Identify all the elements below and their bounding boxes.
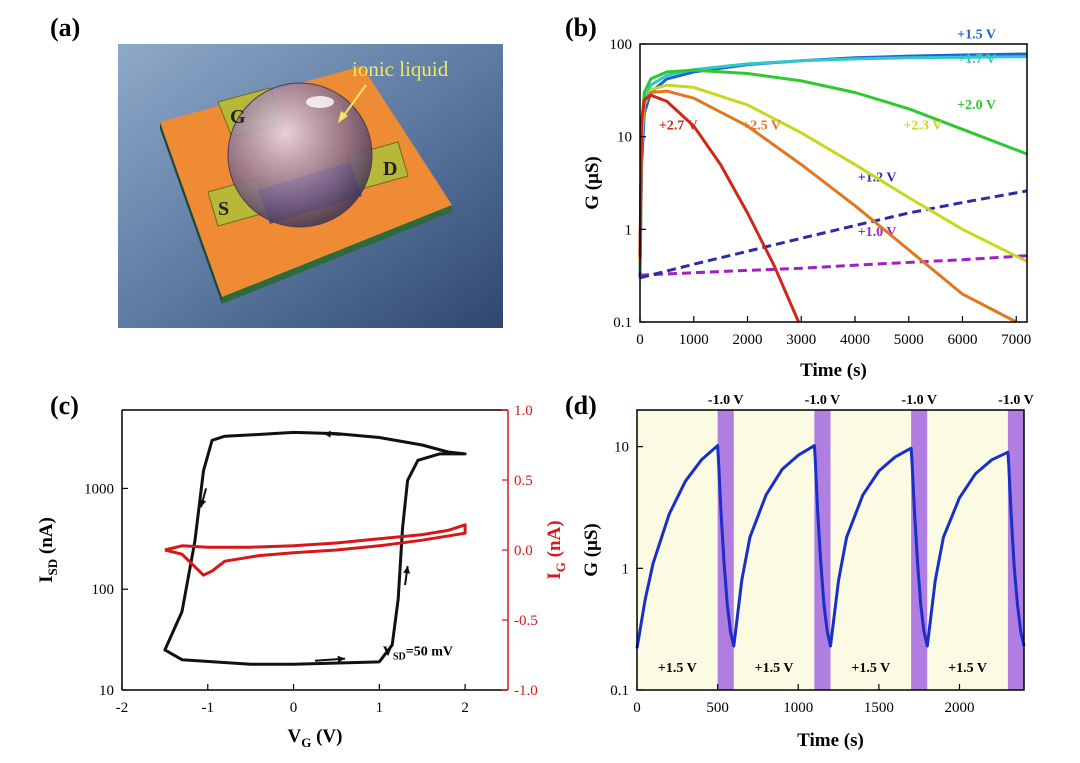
series-line-G <box>635 444 1026 649</box>
x-tick-label: 4000 <box>840 332 870 348</box>
x-tick-label: 0 <box>633 700 641 716</box>
y2-tick-label: 0.0 <box>514 543 533 559</box>
negative-pulse-band <box>1007 410 1024 690</box>
chart-d: -1.0 V +1.5 V -1.0 V +1.5 V -1.0 V +1.5 V -1.0… <box>581 393 1034 751</box>
series-label-+2.5 V: +2.5 V <box>742 118 781 133</box>
y-tick-label: 100 <box>92 582 115 598</box>
plot-frame-b <box>639 43 1028 323</box>
y2-tick-label: 1.0 <box>514 403 533 419</box>
negative-pulse-band <box>911 410 928 690</box>
x-tick-label: 2000 <box>945 700 975 716</box>
y-tick-label: 100 <box>610 37 633 53</box>
ionic-liquid-arrowhead <box>338 111 348 123</box>
x-tick-label: 1 <box>376 700 384 716</box>
ionic-liquid-label: ionic liquid <box>352 57 449 81</box>
x-tick-label: 2 <box>461 700 469 716</box>
ionic-liquid-arrow <box>341 84 367 119</box>
vsd-annotation: VSD=50 mV <box>383 644 453 662</box>
y-tick-label: 0.1 <box>613 315 632 331</box>
series-label-+2.3 V: +2.3 V <box>903 118 942 133</box>
series-line-I_G <box>164 523 467 577</box>
series-label-+2.7 V: +2.7 V <box>659 118 698 133</box>
substrate-front <box>222 205 452 304</box>
y-tick-label: 10 <box>99 683 114 699</box>
series-label-+1.0 V: +1.0 V <box>858 225 897 240</box>
period-label: +1.5 V <box>851 661 890 676</box>
x-tick-label: 2000 <box>733 332 763 348</box>
x-tick-label: 500 <box>706 700 729 716</box>
y2-axis-title-c: IG (nA) <box>544 520 568 579</box>
negative-pulse-band <box>717 410 734 690</box>
y-axis-title-d: G (μS) <box>581 523 602 577</box>
series-line-+1.0 V <box>639 254 1028 277</box>
band-label: -1.0 V <box>708 393 744 408</box>
x-tick-label: 6000 <box>948 332 978 348</box>
x-tick-label: 7000 <box>1001 332 1031 348</box>
x-tick-label: 5000 <box>894 332 924 348</box>
substrate-side <box>160 122 222 304</box>
period-label: +1.5 V <box>658 661 697 676</box>
y2-tick-label: 0.5 <box>514 473 533 489</box>
x-tick-label: 0 <box>636 332 644 348</box>
panel-d-label: (d) <box>565 391 597 420</box>
series-line-+1.2 V <box>639 189 1028 280</box>
x-axis-title-c: VG (V) <box>288 726 343 750</box>
panel-a-label: (a) <box>50 13 80 42</box>
y-tick-label: 0.1 <box>610 683 629 699</box>
negative-pulse-band <box>814 410 831 690</box>
pad-label-g: G <box>230 106 246 128</box>
x-tick-label: 1000 <box>679 332 709 348</box>
y-tick-label: 1 <box>625 222 633 238</box>
device-illustration: G S D ionic liquid <box>118 44 503 328</box>
y2-tick-label: -0.5 <box>514 613 538 629</box>
panel-b-label: (b) <box>565 13 597 42</box>
series-label-+1.7 V: +1.7 V <box>957 52 996 67</box>
x-tick-label: 1500 <box>864 700 894 716</box>
period-label: +1.5 V <box>948 661 987 676</box>
drop-highlight <box>306 96 334 108</box>
direction-arrowhead <box>403 566 411 574</box>
y-tick-label: 1 <box>622 561 630 577</box>
pad-label-s: S <box>218 198 229 220</box>
x-axis-title-d: Time (s) <box>797 730 864 751</box>
x-tick-label: 1000 <box>783 700 813 716</box>
period-label: +1.5 V <box>755 661 794 676</box>
direction-arrowhead <box>337 655 345 663</box>
series-line-+2.7 V <box>638 93 800 323</box>
series-label-+1.5 V: +1.5 V <box>957 27 996 42</box>
series-line-I_SD <box>163 430 467 666</box>
x-tick-label: -1 <box>202 700 215 716</box>
x-tick-label: 3000 <box>786 332 816 348</box>
y-axis-title-c: ISD (nA) <box>36 517 60 583</box>
y-tick-label: 10 <box>617 130 632 146</box>
y-tick-label: 10 <box>614 440 629 456</box>
band-label: -1.0 V <box>805 393 841 408</box>
panel-c-label: (c) <box>50 391 79 420</box>
series-label-+2.0 V: +2.0 V <box>957 98 996 113</box>
y2-tick-label: -1.0 <box>514 683 538 699</box>
y-tick-label: 1000 <box>84 481 114 497</box>
x-tick-label: 0 <box>290 700 298 716</box>
x-tick-label: -2 <box>116 700 129 716</box>
band-label: -1.0 V <box>998 393 1034 408</box>
direction-arrowhead <box>323 430 331 438</box>
chart-b: +1.0 V+1.2 V+1.5 V+1.7 V+2.0 V+2.3 V+2.5… <box>582 27 1031 381</box>
y-axis-title-b: G (μS) <box>582 156 603 210</box>
direction-arrowhead <box>199 499 207 508</box>
x-axis-title-b: Time (s) <box>800 360 867 381</box>
chart-c: -2 -1 0 1 2 10 100 1000 -1.0 -0.5 0.0 0.5 1.0 VG (V) I… <box>36 403 568 750</box>
pad-label-d: D <box>383 158 397 180</box>
plot-frame-d <box>636 409 1025 691</box>
ionic-liquid-drop <box>227 82 373 228</box>
band-label: -1.0 V <box>901 393 937 408</box>
